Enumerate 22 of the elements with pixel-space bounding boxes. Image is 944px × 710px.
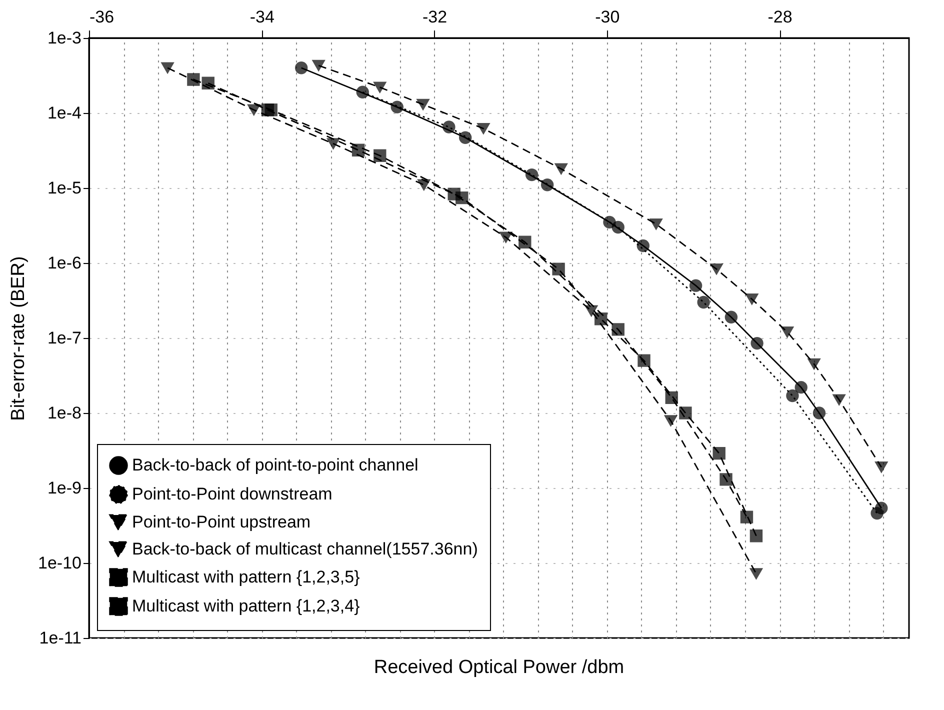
legend-label: Back-to-back of point-to-point channel [132, 456, 418, 474]
legend-label: Point-to-Point downstream [132, 484, 332, 504]
legend-label: Point-to-Point upstream [132, 512, 311, 532]
y-tick-label: 1e-6 [47, 254, 82, 272]
x-tick-label: -28 [768, 8, 792, 26]
y-tick-label: 1e-10 [38, 554, 82, 572]
x-tick-label: -30 [595, 8, 620, 26]
legend-label: Multicast with pattern {1,2,3,5} [132, 568, 360, 586]
y-tick-label: 1e-11 [39, 628, 82, 648]
x-tick-label: -34 [250, 8, 274, 26]
legend-label: Back-to-back of multicast channel(1557.36nn) [132, 540, 478, 558]
y-tick-label: 1e-5 [47, 178, 82, 198]
y-tick-label: 1e-7 [47, 328, 82, 348]
y-axis-title: Bit-error-rate (BER) [8, 256, 30, 421]
x-axis-title: Received Optical Power /dbm [374, 657, 624, 678]
x-tick-label: -36 [90, 8, 114, 26]
legend-label: Multicast with pattern {1,2,3,4} [132, 596, 360, 616]
y-tick-label: 1e-3 [47, 28, 82, 48]
y-tick-label: 1e-8 [47, 404, 82, 422]
y-tick-label: 1e-9 [47, 478, 82, 498]
y-tick-label: 1e-4 [47, 104, 82, 122]
x-tick-label: -32 [422, 8, 448, 26]
